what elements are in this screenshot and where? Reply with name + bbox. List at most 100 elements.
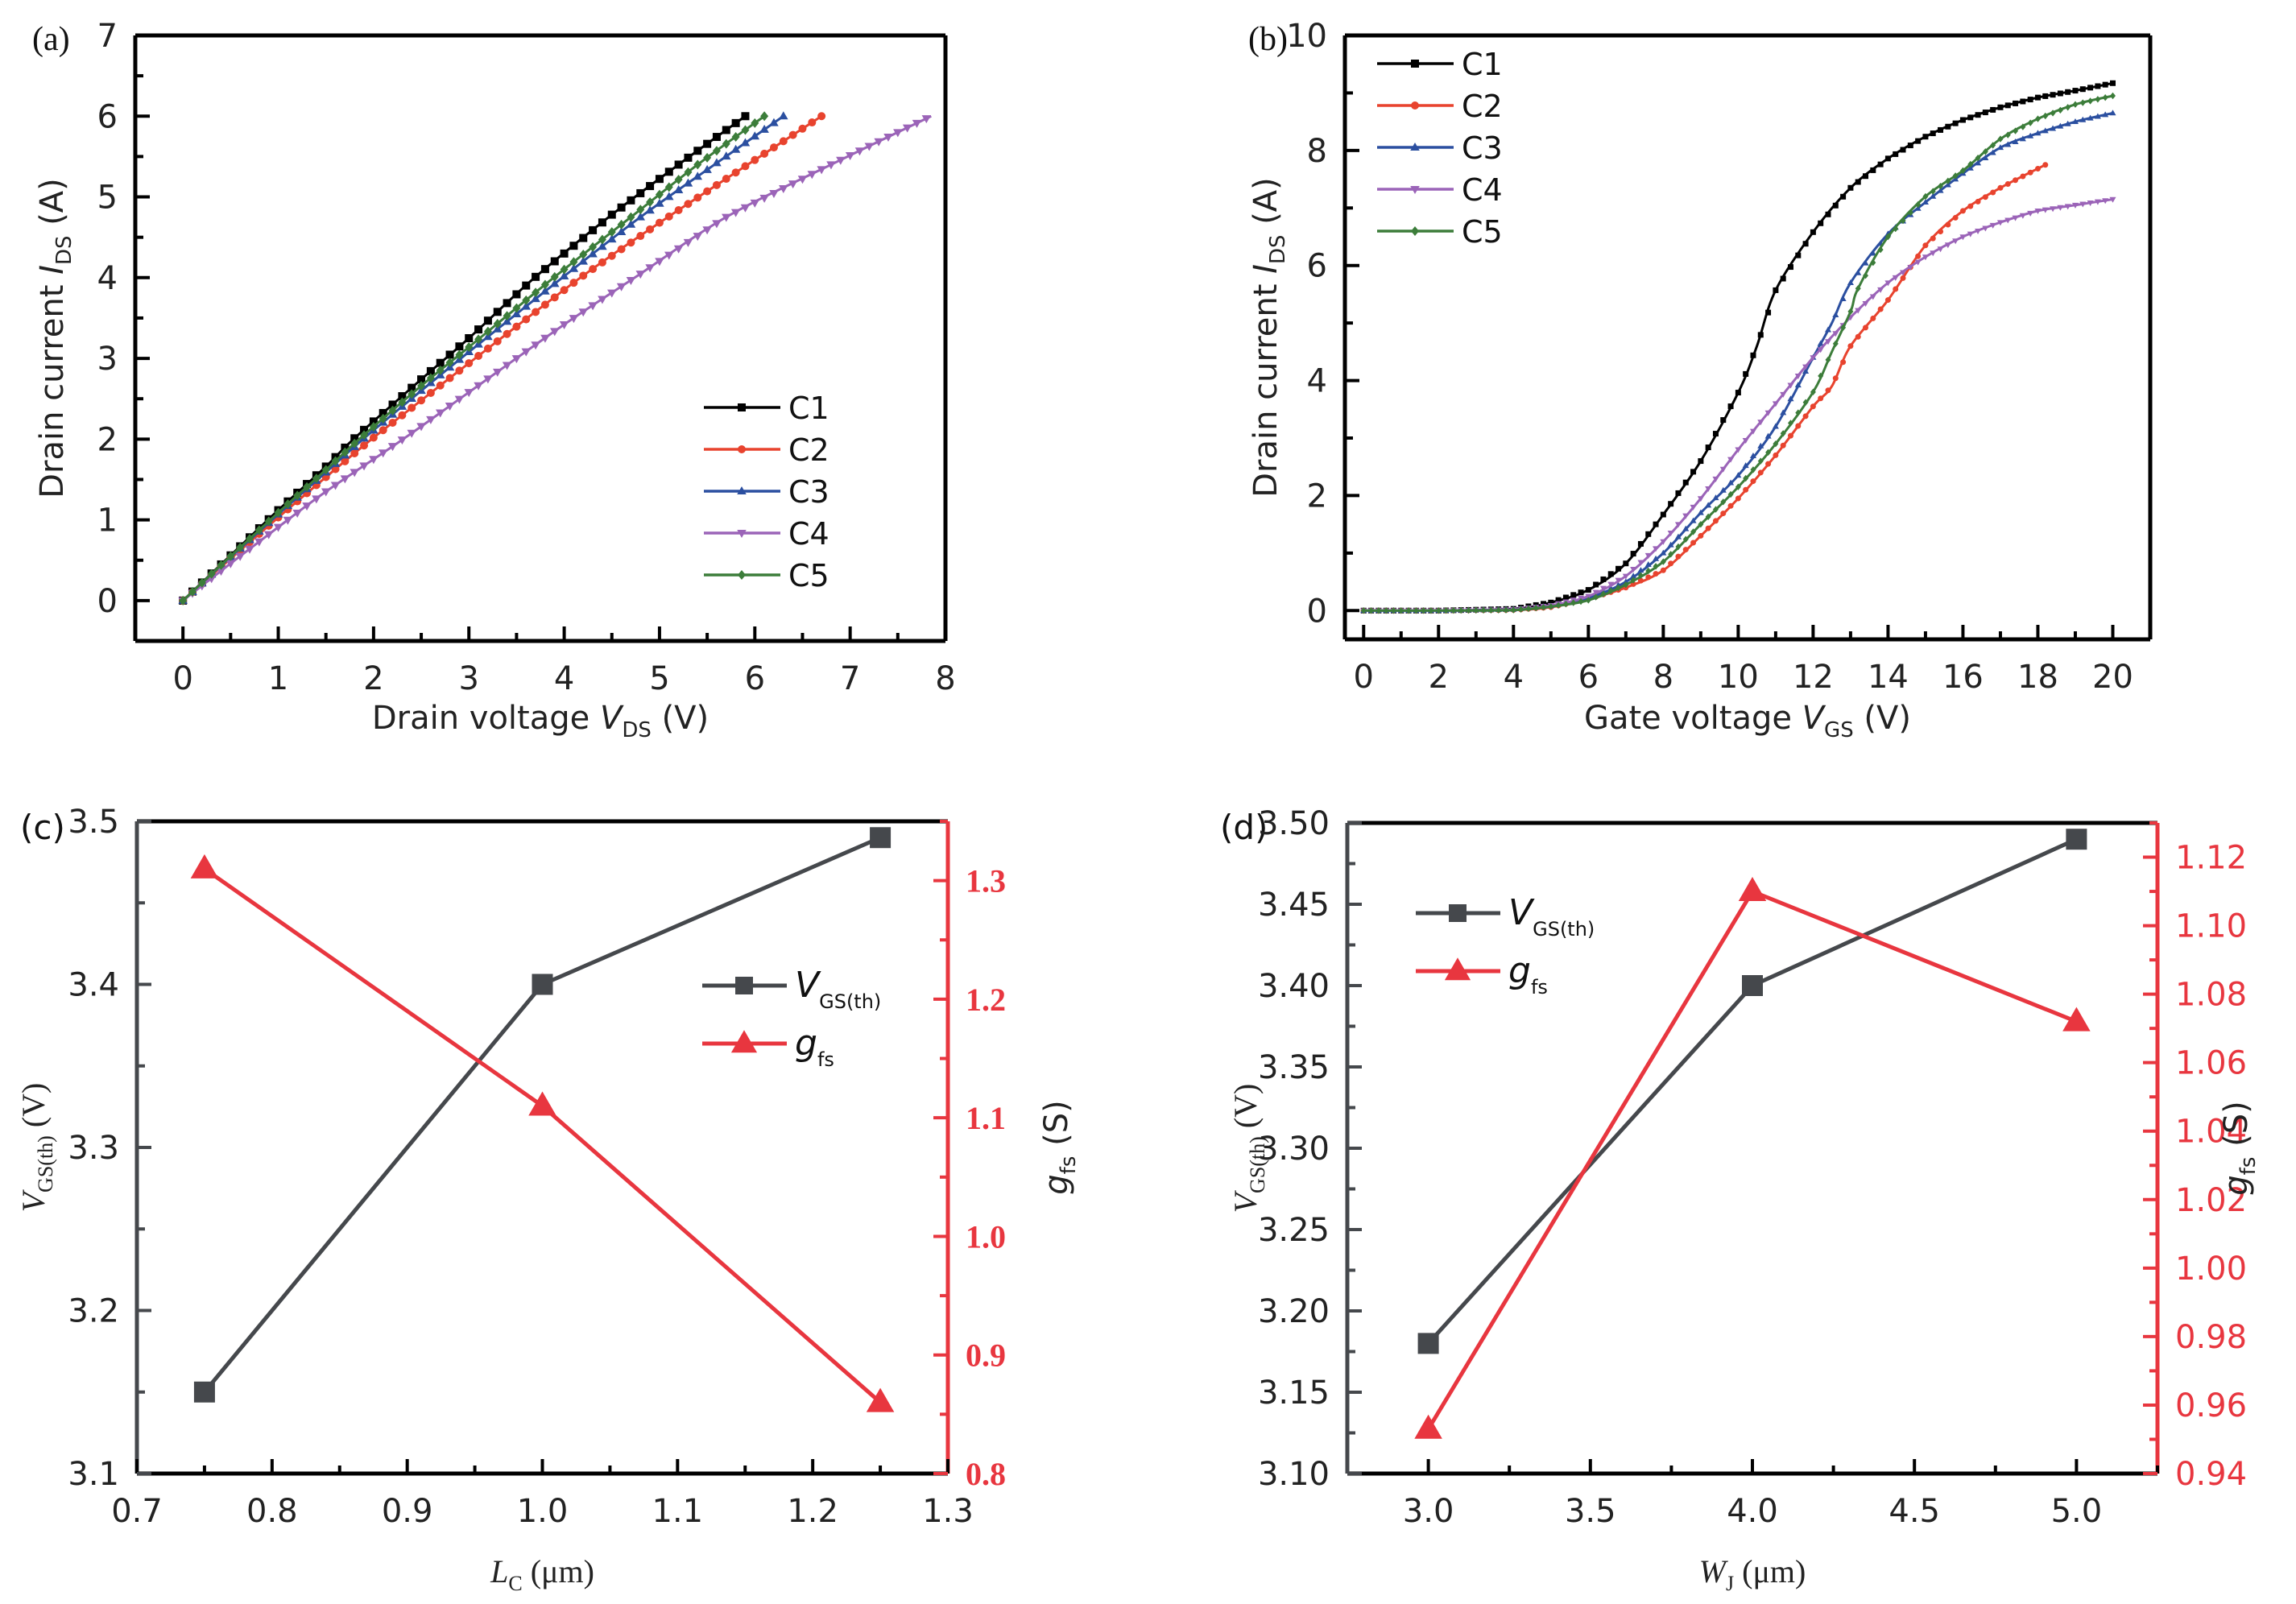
data-point xyxy=(1674,522,1682,528)
data-point xyxy=(369,433,378,442)
data-point xyxy=(1765,309,1772,316)
data-point xyxy=(722,213,731,222)
axis-title-unit: (μm) xyxy=(1734,1553,1806,1590)
data-point xyxy=(1630,577,1636,584)
data-point xyxy=(1667,541,1674,548)
data-point xyxy=(455,342,464,351)
y-tick-label: 2 xyxy=(97,421,118,458)
legend-marker xyxy=(1449,904,1467,922)
data-point xyxy=(1870,167,1876,173)
data-point xyxy=(1757,420,1764,426)
data-point xyxy=(2109,92,2116,100)
axis-title-text: Gate voltage xyxy=(1584,700,1802,737)
data-point xyxy=(1930,192,1937,199)
data-point xyxy=(1780,391,1787,398)
data-point xyxy=(303,482,312,492)
series-c5 xyxy=(179,111,769,606)
data-point xyxy=(2071,118,2079,124)
data-point xyxy=(1877,287,1884,293)
data-point xyxy=(1773,287,1779,293)
x-tick-label: 5.0 xyxy=(2051,1493,2103,1530)
data-point xyxy=(2109,196,2116,203)
data-point xyxy=(1787,395,1794,402)
x-tick-label: 8 xyxy=(935,660,955,697)
data-point xyxy=(1817,347,1824,353)
data-point xyxy=(1653,555,1660,561)
data-point xyxy=(1405,607,1412,614)
data-point xyxy=(569,315,579,324)
data-point xyxy=(293,490,302,501)
y-tick-label: 3.1 xyxy=(68,1456,119,1493)
axis-title-text: Drain current xyxy=(1247,274,1285,498)
data-point xyxy=(474,334,483,345)
data-point xyxy=(750,199,760,208)
data-point xyxy=(1862,259,1869,266)
legend-marker xyxy=(1411,101,1419,110)
data-point xyxy=(1944,242,1951,249)
data-point xyxy=(2064,204,2071,210)
data-point xyxy=(1712,506,1719,513)
data-point xyxy=(845,151,855,160)
data-point xyxy=(2065,89,2071,95)
axis-title-sub: GS(th) xyxy=(34,1135,57,1193)
data-point xyxy=(1607,587,1614,595)
data-point xyxy=(2079,99,2086,106)
data-point xyxy=(807,171,817,180)
data-point xyxy=(1832,375,1839,382)
data-point xyxy=(1787,432,1793,439)
data-point xyxy=(1578,597,1584,606)
data-point xyxy=(616,283,627,291)
data-point xyxy=(1578,589,1584,596)
data-point xyxy=(1832,331,1839,337)
data-point xyxy=(1765,449,1772,457)
data-point xyxy=(2042,127,2049,134)
y-axis-title: Drain current IDS (A) xyxy=(1247,177,1290,498)
data-point xyxy=(312,495,321,504)
data-point xyxy=(1975,112,1981,118)
data-point xyxy=(1600,576,1607,582)
data-point xyxy=(1548,599,1554,606)
data-point xyxy=(817,112,826,121)
y2-axis-title: gfs (S) xyxy=(2218,1101,2261,1195)
data-point xyxy=(1840,359,1847,366)
series-c2 xyxy=(179,112,826,605)
data-point xyxy=(1660,567,1666,573)
data-point xyxy=(1773,452,1779,458)
data-point xyxy=(2066,829,2087,850)
data-point xyxy=(1996,220,2004,226)
x-tick-label: 6 xyxy=(1578,659,1599,696)
data-point xyxy=(674,206,683,215)
data-point xyxy=(769,118,779,126)
data-point xyxy=(1794,374,1802,380)
data-point xyxy=(741,162,750,171)
data-point xyxy=(1738,877,1767,902)
data-point xyxy=(398,411,407,420)
data-point xyxy=(360,430,369,440)
data-point xyxy=(722,138,730,149)
axis-title-sub: DS xyxy=(52,236,77,266)
axis-title-unit: (V) xyxy=(1227,1084,1264,1137)
data-point xyxy=(1938,126,1944,133)
data-point xyxy=(465,334,474,342)
data-point xyxy=(1637,572,1644,579)
data-point xyxy=(1863,325,1869,331)
y-tick-label: 3.40 xyxy=(1258,968,1330,1005)
data-point xyxy=(1773,440,1779,448)
data-point xyxy=(607,289,617,298)
legend: VGS(th)gfs xyxy=(702,965,881,1071)
data-point xyxy=(1637,540,1644,547)
data-point xyxy=(1810,355,1817,362)
data-point xyxy=(360,425,369,434)
data-point xyxy=(1937,246,1944,253)
data-point xyxy=(331,456,340,466)
data-point xyxy=(588,302,598,311)
legend-label: VGS(th) xyxy=(795,965,881,1013)
data-point xyxy=(474,325,483,334)
data-point xyxy=(1952,238,1959,245)
data-point xyxy=(540,265,549,274)
data-point xyxy=(712,158,722,167)
data-point xyxy=(1884,155,1891,162)
data-point xyxy=(731,168,740,177)
data-point xyxy=(2004,131,2011,138)
